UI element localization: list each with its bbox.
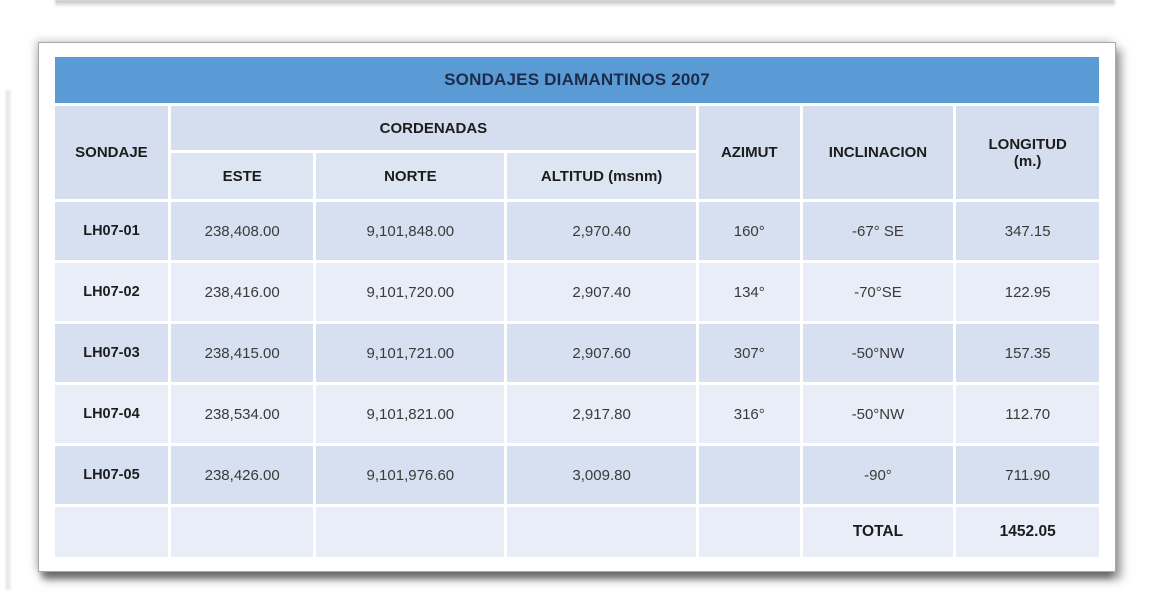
photo-edge-shadow-left	[6, 90, 12, 590]
header-sondaje: SONDAJE	[55, 106, 168, 199]
cell-longitud: 112.70	[956, 385, 1099, 443]
table-card: SONDAJES DIAMANTINOS 2007 SONDAJE CORDEN…	[38, 42, 1116, 572]
cell-altitud: 2,907.40	[507, 263, 696, 321]
cell-altitud: 2,970.40	[507, 202, 696, 260]
total-label: TOTAL	[802, 507, 954, 557]
cell-inclinacion: -67° SE	[802, 202, 954, 260]
cell-empty	[316, 507, 505, 557]
cell-este: 238,415.00	[170, 324, 314, 382]
cell-azimut: 134°	[699, 263, 800, 321]
total-row: TOTAL 1452.05	[55, 507, 1099, 557]
cell-este: 238,426.00	[170, 446, 314, 504]
cell-sondaje: LH07-01	[55, 202, 168, 260]
cell-sondaje: LH07-02	[55, 263, 168, 321]
cell-norte: 9,101,848.00	[316, 202, 505, 260]
table-row: LH07-05 238,426.00 9,101,976.60 3,009.80…	[55, 446, 1099, 504]
cell-azimut: 160°	[699, 202, 800, 260]
header-longitud-line2: (m.)	[1013, 152, 1042, 170]
header-altitud: ALTITUD (msnm)	[507, 153, 696, 199]
table-row: LH07-04 238,534.00 9,101,821.00 2,917.80…	[55, 385, 1099, 443]
header-azimut: AZIMUT	[699, 106, 800, 199]
cell-inclinacion: -70°SE	[802, 263, 954, 321]
cell-sondaje: LH07-05	[55, 446, 168, 504]
cell-norte: 9,101,721.00	[316, 324, 505, 382]
cell-longitud: 711.90	[956, 446, 1099, 504]
cell-inclinacion: -50°NW	[802, 385, 954, 443]
cell-longitud: 157.35	[956, 324, 1099, 382]
cell-altitud: 2,917.80	[507, 385, 696, 443]
cell-longitud: 347.15	[956, 202, 1099, 260]
header-norte: NORTE	[316, 153, 505, 199]
header-cordenadas: CORDENADAS	[170, 106, 696, 150]
cell-empty	[507, 507, 696, 557]
table-row: LH07-03 238,415.00 9,101,721.00 2,907.60…	[55, 324, 1099, 382]
cell-azimut: 307°	[699, 324, 800, 382]
cell-azimut: 316°	[699, 385, 800, 443]
header-longitud-line1: LONGITUD	[988, 135, 1067, 153]
cell-empty	[699, 507, 800, 557]
cell-este: 238,534.00	[170, 385, 314, 443]
cell-sondaje: LH07-03	[55, 324, 168, 382]
cell-inclinacion: -90°	[802, 446, 954, 504]
cell-azimut	[699, 446, 800, 504]
cell-altitud: 2,907.60	[507, 324, 696, 382]
cell-inclinacion: -50°NW	[802, 324, 954, 382]
table-title: SONDAJES DIAMANTINOS 2007	[55, 57, 1099, 103]
sondajes-table: SONDAJES DIAMANTINOS 2007 SONDAJE CORDEN…	[52, 54, 1102, 560]
table-row: LH07-01 238,408.00 9,101,848.00 2,970.40…	[55, 202, 1099, 260]
cell-este: 238,416.00	[170, 263, 314, 321]
cell-empty	[55, 507, 168, 557]
cell-empty	[170, 507, 314, 557]
total-value: 1452.05	[956, 507, 1099, 557]
cell-norte: 9,101,976.60	[316, 446, 505, 504]
cell-norte: 9,101,821.00	[316, 385, 505, 443]
table-row: LH07-02 238,416.00 9,101,720.00 2,907.40…	[55, 263, 1099, 321]
header-longitud: LONGITUD (m.)	[956, 106, 1099, 199]
cell-longitud: 122.95	[956, 263, 1099, 321]
header-este: ESTE	[170, 153, 314, 199]
cell-este: 238,408.00	[170, 202, 314, 260]
cell-sondaje: LH07-04	[55, 385, 168, 443]
header-inclinacion: INCLINACION	[802, 106, 954, 199]
photo-edge-shadow-top	[55, 0, 1115, 7]
cell-altitud: 3,009.80	[507, 446, 696, 504]
cell-norte: 9,101,720.00	[316, 263, 505, 321]
